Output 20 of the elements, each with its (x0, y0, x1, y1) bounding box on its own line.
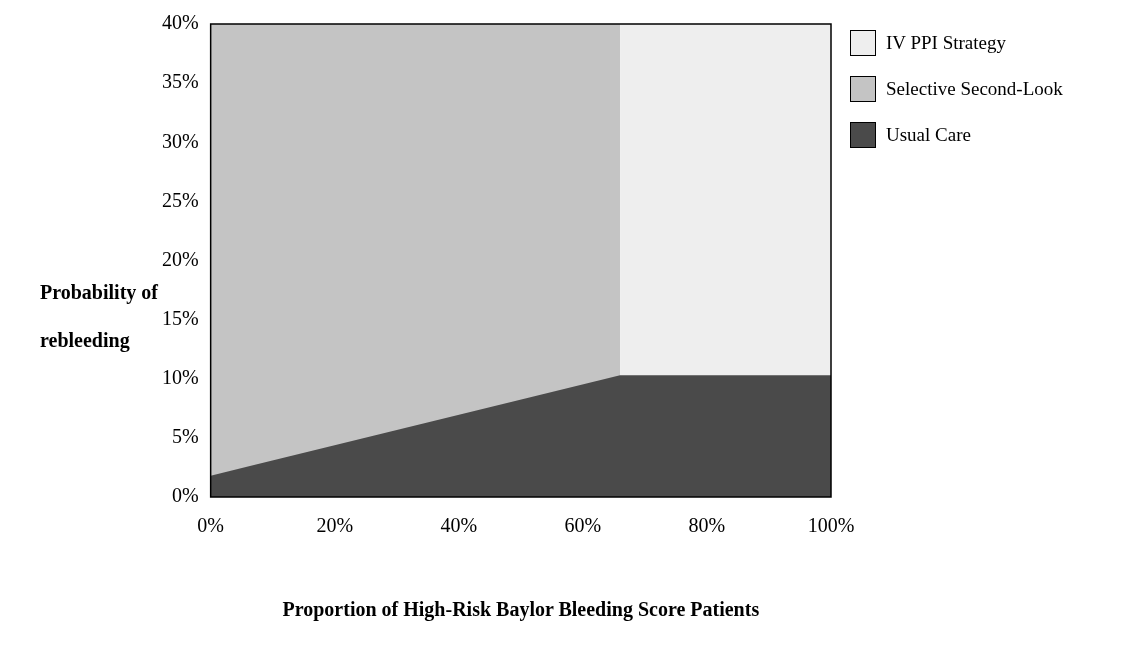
text: Probability of rebleeding (40, 281, 158, 351)
y-tick-label: 35% (161, 70, 199, 93)
legend-label: IV PPI Strategy (886, 32, 1006, 54)
y-tick-label: 25% (161, 188, 199, 211)
x-tick-label: 40% (440, 514, 478, 537)
x-tick-label: 20% (316, 514, 354, 537)
y-tick-label: 10% (161, 366, 199, 388)
y-tick-label: 20% (161, 247, 199, 270)
x-tick-label: 100% (807, 514, 855, 537)
x-tick-label: 80% (688, 514, 726, 537)
text: Selective Second-Look (886, 78, 1063, 100)
y-tick-label: 40% (161, 11, 199, 34)
x-tick-label: 0% (197, 514, 224, 537)
legend-label: Usual Care (886, 124, 971, 146)
x-axis-title: Proportion of High-Risk Baylor Bleeding Score Patients (282, 598, 760, 622)
y-tick-label: 15% (161, 306, 199, 329)
y-tick-label: 0% (171, 484, 199, 507)
y-tick-label: 5% (171, 425, 199, 448)
x-tick-label: 60% (564, 514, 602, 537)
y-tick-label: 30% (161, 129, 199, 152)
